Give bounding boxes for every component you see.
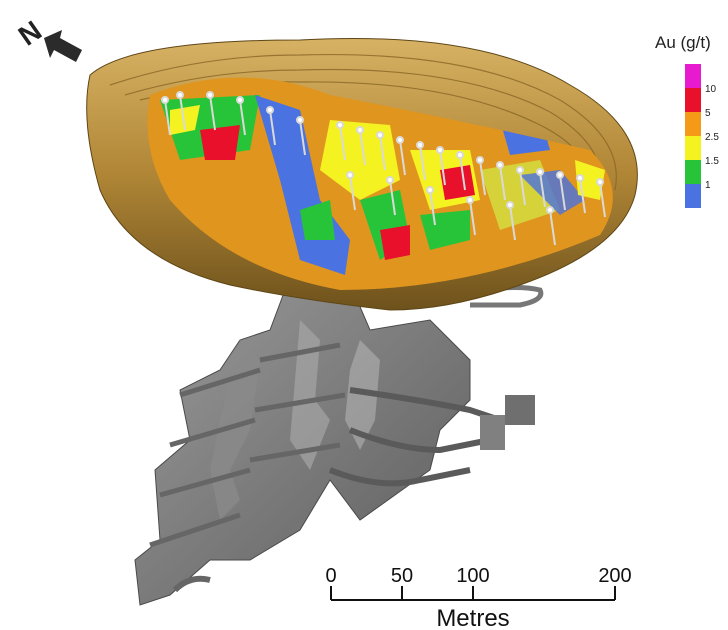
scale-unit-label: Metres (436, 605, 509, 630)
open-pit (86, 37, 638, 311)
scale-bar: 0 50 100 200 Metres (325, 565, 631, 630)
legend-label: 5 (705, 108, 711, 119)
legend-label: 10 (705, 84, 717, 95)
legend-swatch (685, 88, 701, 112)
scale-tick-label: 100 (456, 565, 489, 587)
legend-label: 1.5 (705, 156, 719, 167)
legend-swatch (685, 112, 701, 136)
scale-tick-label: 200 (598, 565, 631, 587)
legend-label: 1 (705, 180, 711, 191)
north-arrow: N (13, 15, 82, 62)
drillholes (161, 91, 606, 246)
legend-swatch (685, 160, 701, 184)
scale-tick-label: 0 (325, 565, 336, 587)
grade-legend: Au (g/t) 10 5 2.5 1.5 1 (655, 33, 719, 208)
north-arrow-icon (44, 30, 82, 62)
north-arrow-label: N (13, 15, 47, 52)
legend-swatch-top (685, 64, 701, 88)
scale-tick-label: 50 (391, 565, 413, 587)
legend-swatch (685, 184, 701, 208)
legend-title: Au (g/t) (655, 33, 711, 52)
legend-label: 2.5 (705, 132, 719, 143)
legend-swatch (685, 136, 701, 160)
underground-workings (134, 285, 544, 606)
